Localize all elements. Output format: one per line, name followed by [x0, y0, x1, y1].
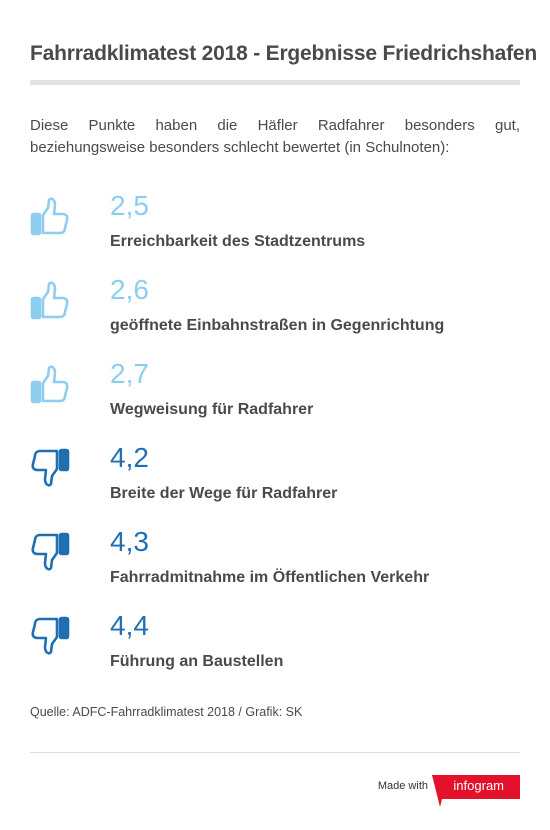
thumbs-up-icon: [30, 194, 70, 238]
thumbs-down-icon: [30, 446, 70, 490]
source-note: Quelle: ADFC-Fahrradklimatest 2018 / Gra…: [30, 705, 303, 719]
rating-label: Wegweisung für Radfahrer: [110, 401, 314, 418]
grade-value: 2,7: [110, 358, 149, 389]
rating-label: Fahrradmitnahme im Öffentlichen Verkehr: [110, 569, 430, 586]
thumbs-down-icon: [30, 614, 70, 658]
grade-value: 2,5: [110, 190, 149, 221]
brand-name: infogram: [453, 778, 504, 793]
grade-value: 4,3: [110, 526, 149, 557]
rating-list: 2,5 Erreichbarkeit des Stadtzentrums 2,6…: [30, 188, 520, 692]
grade-value: 4,4: [110, 610, 149, 641]
brand-badge: [440, 775, 520, 799]
title-divider: [30, 80, 520, 85]
thumbs-down-icon: [30, 530, 70, 574]
grade-value: 4,2: [110, 442, 149, 473]
footer-divider: [30, 752, 520, 753]
thumbs-up-icon: [30, 362, 70, 406]
rating-item: 2,7 Wegweisung für Radfahrer: [30, 356, 520, 440]
rating-label: Führung an Baustellen: [110, 653, 284, 670]
grade-value: 2,6: [110, 274, 149, 305]
rating-item: 2,6 geöffnete Einbahnstraßen in Gegenric…: [30, 272, 520, 356]
rating-label: Erreichbarkeit des Stadtzentrums: [110, 233, 366, 250]
infographic: Fahrradklimatest 2018 - Ergebnisse Fried…: [30, 0, 538, 830]
rating-item: 2,5 Erreichbarkeit des Stadtzentrums: [30, 188, 520, 272]
infogram-logo-link[interactable]: infogram: [432, 775, 520, 809]
page-title: Fahrradklimatest 2018 - Ergebnisse Fried…: [30, 42, 538, 65]
rating-label: geöffnete Einbahnstraßen in Gegenrichtun…: [110, 317, 445, 334]
thumbs-up-icon: [30, 278, 70, 322]
rating-label: Breite der Wege für Radfahrer: [110, 485, 338, 502]
intro-text: Diese Punkte haben die Häfler Radfahrer …: [30, 117, 520, 156]
rating-item: 4,4 Führung an Baustellen: [30, 608, 520, 692]
rating-item: 4,3 Fahrradmitnahme im Öffentlichen Verk…: [30, 524, 520, 608]
made-with-text: Made with: [377, 780, 428, 792]
rating-item: 4,2 Breite der Wege für Radfahrer: [30, 440, 520, 524]
